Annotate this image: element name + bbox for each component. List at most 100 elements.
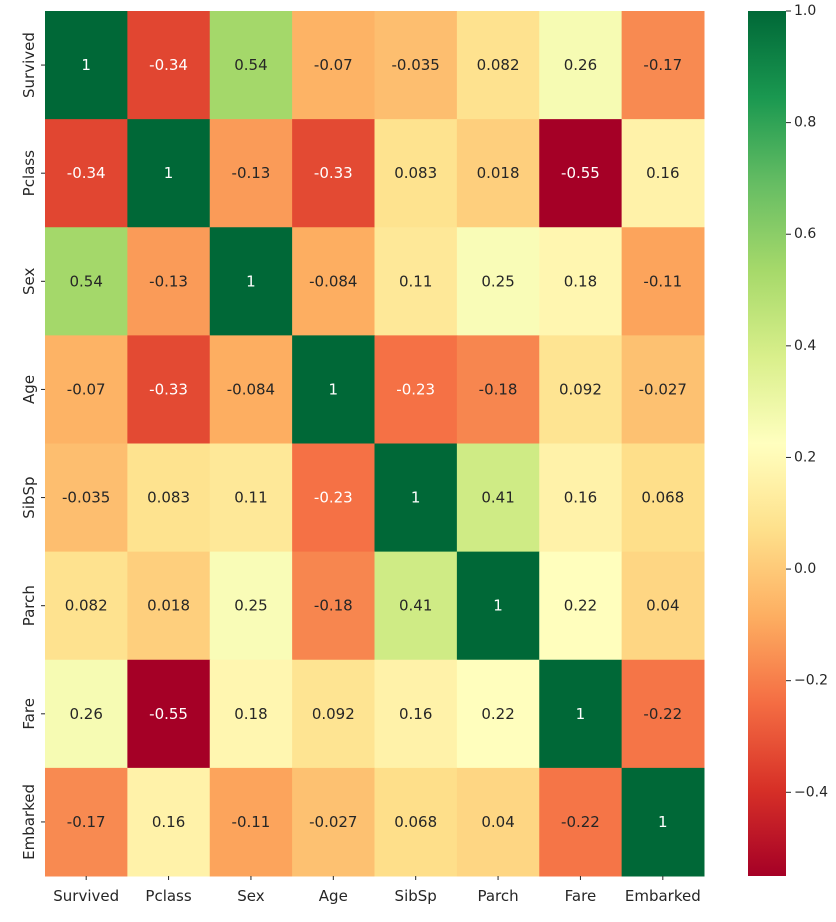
heatmap-cell xyxy=(127,659,211,769)
heatmap-cell xyxy=(539,335,623,444)
heatmap-cell xyxy=(539,659,623,769)
x-axis-tick-label: Fare xyxy=(565,887,597,905)
cell-value-label: 0.082 xyxy=(65,597,108,615)
cell-value-label: -0.07 xyxy=(314,56,353,74)
cell-value-label: -0.027 xyxy=(639,380,687,398)
heatmap-cell xyxy=(621,767,705,877)
heatmap-cell xyxy=(45,227,128,336)
cell-value-label: 0.54 xyxy=(234,56,267,74)
cell-value-label: 0.22 xyxy=(564,597,597,615)
heatmap-cell xyxy=(127,11,211,120)
heatmap-cell xyxy=(456,443,540,553)
heatmap-cell xyxy=(292,11,375,120)
heatmap-cell xyxy=(45,11,128,120)
cell-value-label: 0.41 xyxy=(481,489,514,507)
heatmap-cell xyxy=(456,551,540,661)
heatmap-cell xyxy=(374,659,458,769)
cell-value-label: -0.084 xyxy=(227,380,275,398)
heatmap-cell xyxy=(374,767,458,877)
heatmap-cell xyxy=(539,227,623,336)
x-axis-tick-label: Sex xyxy=(237,887,264,905)
cell-value-label: 0.41 xyxy=(399,597,432,615)
heatmap-cell xyxy=(374,443,458,553)
cell-value-label: -0.027 xyxy=(309,813,357,831)
cell-value-label: 0.018 xyxy=(147,597,190,615)
y-axis-tick-label: Sex xyxy=(20,268,38,295)
cell-value-label: 0.018 xyxy=(477,164,520,182)
heatmap-cell xyxy=(456,227,540,336)
cell-value-label: -0.23 xyxy=(396,380,435,398)
heatmap-cell xyxy=(127,551,211,661)
heatmap-cell xyxy=(292,227,375,336)
heatmap-cell xyxy=(209,119,293,228)
cell-value-label: 0.18 xyxy=(234,705,267,723)
x-axis-tick-labels: Survived Pclass Sex Age SibSp Parch Fare Embark… xyxy=(53,876,701,905)
x-axis-tick-label: SibSp xyxy=(395,887,437,905)
heatmap-cell xyxy=(209,767,293,877)
heatmap-cell xyxy=(539,551,623,661)
y-axis-tick-label: Age xyxy=(20,375,38,404)
heatmap-cell xyxy=(209,335,293,444)
heatmap-cell xyxy=(292,659,375,769)
heatmap-cell xyxy=(456,335,540,444)
cell-value-label: -0.55 xyxy=(561,164,600,182)
cell-value-label: 1 xyxy=(576,705,586,723)
cell-value-label: 0.11 xyxy=(399,272,432,290)
heatmap-cell xyxy=(456,119,540,228)
heatmap-cell xyxy=(209,11,293,120)
heatmap-cell xyxy=(539,443,623,553)
cell-value-label: -0.035 xyxy=(392,56,440,74)
cell-value-label: 1 xyxy=(246,272,256,290)
heatmap-cell xyxy=(127,767,211,877)
cell-value-label: 0.068 xyxy=(394,813,437,831)
cell-value-label: 0.092 xyxy=(559,380,602,398)
cell-value-label: -0.33 xyxy=(149,380,188,398)
heatmap-grid xyxy=(45,11,705,877)
heatmap-cell xyxy=(292,767,375,877)
x-axis-tick-label: Embarked xyxy=(625,887,701,905)
cell-value-label: -0.13 xyxy=(149,272,188,290)
cell-value-label: -0.34 xyxy=(67,164,106,182)
cell-value-label: -0.55 xyxy=(149,705,188,723)
y-axis-tick-label: Embarked xyxy=(20,784,38,860)
heatmap-cell xyxy=(539,11,623,120)
cell-value-label: -0.11 xyxy=(232,813,271,831)
cell-value-label: 1 xyxy=(329,380,339,398)
cell-value-label: -0.13 xyxy=(232,164,271,182)
heatmap-cell xyxy=(621,119,705,228)
colorbar-gradient xyxy=(748,11,786,876)
cell-value-label: 0.16 xyxy=(152,813,185,831)
cell-value-label: 0.25 xyxy=(481,272,514,290)
cell-value-label: -0.084 xyxy=(309,272,357,290)
cell-value-label: 0.04 xyxy=(481,813,514,831)
heatmap-cell xyxy=(127,119,211,228)
y-axis-tick-label: Parch xyxy=(20,585,38,626)
y-axis-tick-label: SibSp xyxy=(20,476,38,518)
colorbar-tick-label: −0.4 xyxy=(794,784,828,800)
colorbar-tick-label: 1.0 xyxy=(794,3,816,19)
cell-value-label: 1 xyxy=(81,56,91,74)
heatmap-cell xyxy=(539,119,623,228)
cell-value-label: -0.035 xyxy=(62,489,110,507)
heatmap-cell xyxy=(456,659,540,769)
heatmap-cell xyxy=(127,335,211,444)
heatmap-cell xyxy=(374,119,458,228)
cell-value-label: 1 xyxy=(493,597,503,615)
cell-value-label: 0.16 xyxy=(399,705,432,723)
heatmap-cell xyxy=(374,335,458,444)
cell-value-label: -0.33 xyxy=(314,164,353,182)
heatmap-cell xyxy=(621,227,705,336)
cell-value-label: 1 xyxy=(658,813,668,831)
y-axis-tick-label: Fare xyxy=(20,698,38,730)
colorbar-tick-label: 0.8 xyxy=(794,115,816,131)
x-axis-tick-label: Survived xyxy=(53,887,119,905)
cell-value-label: 0.082 xyxy=(477,56,520,74)
heatmap-cell xyxy=(621,659,705,769)
heatmap-cell xyxy=(621,11,705,120)
heatmap-cell xyxy=(292,551,375,661)
heatmap-cell xyxy=(45,443,128,553)
cell-value-label: 0.092 xyxy=(312,705,355,723)
cell-value-label: -0.17 xyxy=(643,56,682,74)
heatmap-cell xyxy=(209,443,293,553)
cell-value-label: -0.18 xyxy=(479,380,518,398)
